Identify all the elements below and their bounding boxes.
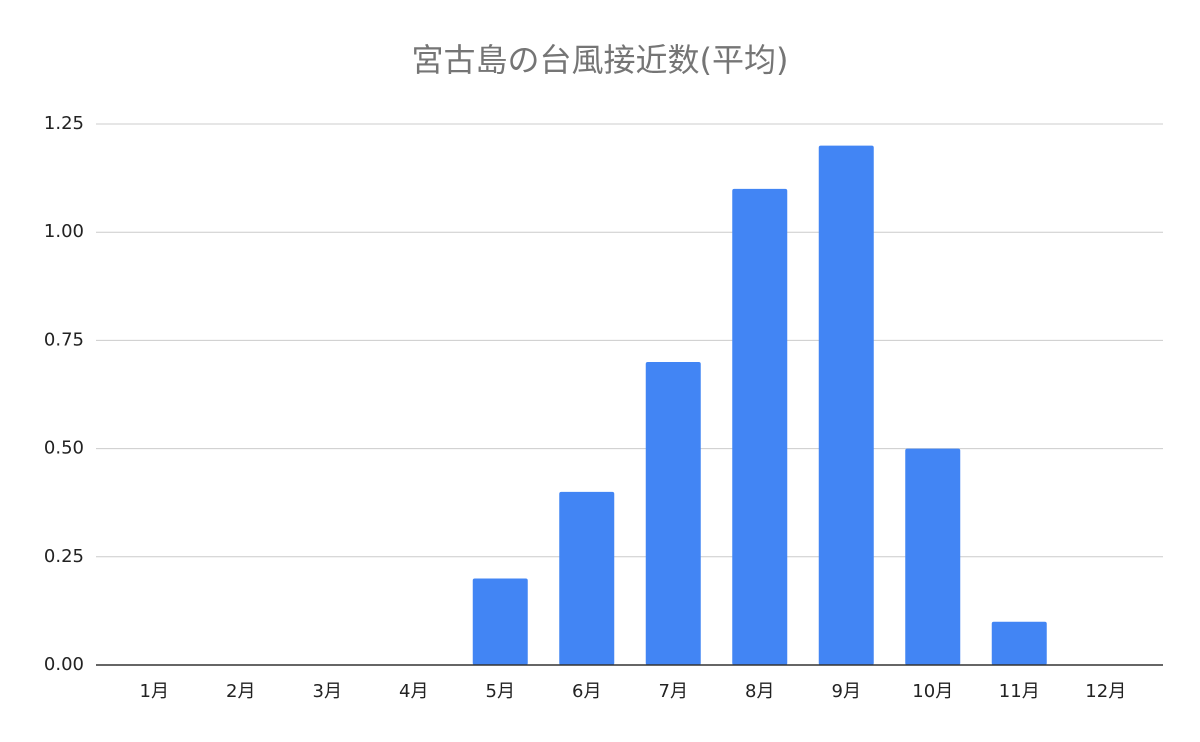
x-tick-label: 4月: [399, 681, 428, 702]
bar: [905, 448, 961, 665]
bar: [472, 578, 528, 665]
y-tick-label: 0.50: [44, 438, 84, 459]
bar: [991, 621, 1047, 665]
chart-title: 宮古島の台風接近数(平均): [412, 41, 789, 79]
x-tick-label: 5月: [486, 681, 515, 702]
x-tick-label: 9月: [832, 681, 861, 702]
y-tick-label: 1.25: [44, 113, 84, 134]
y-tick-label: 0.25: [44, 546, 84, 567]
y-tick-label: 0.00: [44, 654, 84, 675]
bar: [645, 362, 701, 665]
y-tick-label: 1.00: [44, 221, 84, 242]
x-tick-label: 7月: [659, 681, 688, 702]
bar: [818, 145, 874, 665]
x-tick-label: 3月: [313, 681, 342, 702]
bar: [732, 188, 788, 666]
x-tick-label: 1月: [140, 681, 169, 702]
x-tick-label: 11月: [999, 681, 1040, 702]
x-tick-label: 8月: [745, 681, 774, 702]
x-tick-label: 10月: [912, 681, 953, 702]
x-tick-label: 2月: [226, 681, 255, 702]
y-tick-label: 0.75: [44, 329, 84, 350]
bar: [559, 491, 615, 665]
x-tick-label: 12月: [1085, 681, 1126, 702]
x-tick-label: 6月: [572, 681, 601, 702]
